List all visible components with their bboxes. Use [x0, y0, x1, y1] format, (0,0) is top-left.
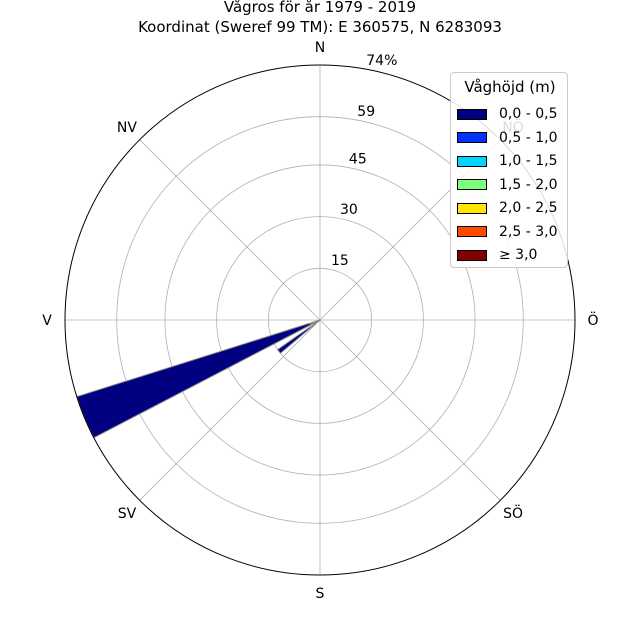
rose-sector	[76, 319, 321, 439]
legend-item: 1,5 - 2,0	[457, 176, 557, 194]
legend-label: 2,5 - 3,0	[499, 223, 558, 240]
chart-subtitle: Koordinat (Sweref 99 TM): E 360575, N 62…	[138, 18, 502, 36]
legend-swatch	[457, 179, 487, 190]
legend-label: 0,0 - 0,5	[499, 106, 558, 122]
polar-frame	[64, 64, 576, 576]
rose-sector	[309, 319, 321, 326]
radial-tick-label: 30	[340, 202, 358, 218]
legend-item: ≥ 3,0	[457, 246, 537, 264]
legend-label: 2,0 - 2,5	[499, 200, 558, 216]
direction-label: S	[316, 586, 325, 602]
legend-label: 0,5 - 1,0	[499, 129, 558, 146]
legend-swatch	[457, 132, 487, 143]
radial-tick-label: 45	[349, 151, 367, 167]
legend-swatch	[457, 249, 487, 261]
grid-spoke	[139, 139, 321, 321]
legend-item: 0,5 - 1,0	[457, 129, 557, 147]
legend-swatch	[457, 202, 487, 214]
legend-item: 0,0 - 0,5	[457, 105, 557, 123]
legend-label: 1,0 - 1,5	[499, 153, 558, 169]
chart-title: Vågros för år 1979 - 2019	[223, 0, 417, 16]
legend-item: 2,0 - 2,5	[457, 199, 557, 217]
direction-label: NV	[117, 120, 137, 136]
direction-label: SÖ	[503, 504, 523, 522]
legend-swatch	[457, 155, 487, 167]
direction-label: SV	[118, 506, 137, 522]
radial-tick-label: 15	[331, 253, 349, 269]
radial-tick-label: 74%	[366, 53, 397, 69]
legend-item: 1,0 - 1,5	[457, 152, 557, 170]
legend-swatch	[457, 108, 487, 120]
legend-swatch	[457, 226, 487, 237]
legend-label: 1,5 - 2,0	[499, 176, 558, 193]
legend-label: ≥ 3,0	[499, 247, 538, 263]
legend-title: Våghöjd (m)	[464, 78, 556, 96]
radial-tick-label: 59	[357, 104, 375, 120]
direction-label: N	[315, 40, 325, 56]
legend: Våghöjd (m) 0,0 - 0,5 0,5 - 1,0 1,0 - 1,5 1…	[450, 72, 568, 268]
legend-item: 2,5 - 3,0	[457, 223, 557, 241]
grid-spoke	[319, 319, 501, 501]
rose-sector	[276, 319, 321, 354]
grid-spoke	[139, 319, 321, 501]
direction-label: V	[42, 313, 52, 329]
direction-label: Ö	[587, 311, 598, 329]
